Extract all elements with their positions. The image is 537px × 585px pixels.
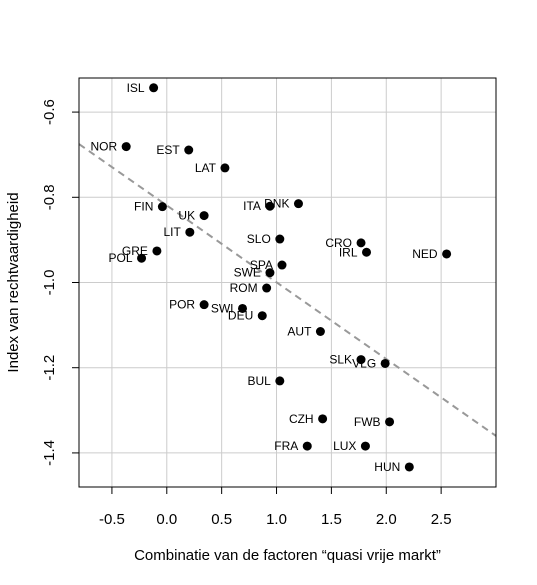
point-label-czh: CZH: [289, 412, 314, 426]
y-tick-label: -0.8: [41, 184, 58, 210]
point-label-gre: GRE: [122, 244, 148, 258]
y-axis-title: Index van rechtvaardigheid: [5, 192, 22, 372]
data-point-lux: [360, 441, 370, 451]
data-point-hun: [404, 462, 414, 472]
point-label-spa: SPA: [250, 258, 273, 272]
data-point-vlg: [380, 358, 390, 368]
x-tick-label: -0.5: [99, 511, 125, 528]
data-point-uk: [199, 211, 209, 221]
data-point-fin: [157, 202, 167, 212]
y-tick-label: -1.4: [41, 440, 58, 466]
point-label-slo: SLO: [247, 232, 271, 246]
y-tick-label: -1.2: [41, 355, 58, 381]
point-label-vlg: VLG: [352, 356, 376, 370]
point-label-fwb: FWB: [354, 415, 381, 429]
data-point-swe: [265, 268, 275, 278]
x-tick-label: 0.5: [211, 511, 232, 528]
point-label-isl: ISL: [127, 81, 145, 95]
point-label-por: POR: [169, 298, 195, 312]
data-point-pol: [137, 253, 147, 263]
x-tick-label: 0.0: [156, 511, 177, 528]
data-point-spa: [277, 260, 287, 270]
data-point-aut: [315, 326, 325, 336]
y-tick-label: -0.6: [41, 99, 58, 125]
point-label-est: EST: [156, 143, 180, 157]
point-label-slk: SLK: [329, 353, 352, 367]
point-label-rom: ROM: [230, 281, 258, 295]
data-point-dnk: [293, 199, 303, 209]
data-point-est: [184, 145, 194, 155]
x-tick-label: 1.0: [266, 511, 287, 528]
point-label-nor: NOR: [91, 140, 118, 154]
data-point-czh: [318, 414, 328, 424]
data-point-lit: [185, 227, 195, 237]
x-tick-label: 2.5: [431, 511, 452, 528]
data-point-fra: [302, 441, 312, 451]
point-label-uk: UK: [178, 209, 195, 223]
data-points: [121, 83, 452, 472]
point-label-fra: FRA: [274, 439, 298, 453]
data-point-ned: [442, 249, 452, 259]
point-label-hun: HUN: [374, 460, 400, 474]
data-point-por: [199, 300, 209, 310]
x-tick-label: 2.0: [376, 511, 397, 528]
grid-lines: [79, 78, 496, 487]
data-point-lat: [220, 163, 230, 173]
point-label-bul: BUL: [247, 374, 271, 388]
x-tick-label: 1.5: [321, 511, 342, 528]
data-point-gre: [152, 246, 162, 256]
point-label-aut: AUT: [287, 324, 312, 338]
data-point-deu: [257, 311, 267, 321]
point-label-dnk: DNK: [264, 197, 289, 211]
point-label-lit: LIT: [163, 225, 181, 239]
point-label-swe: SWE: [234, 266, 261, 280]
point-label-lux: LUX: [333, 439, 356, 453]
data-point-slo: [275, 234, 285, 244]
data-point-slk: [356, 355, 366, 365]
point-label-cro: CRO: [325, 236, 352, 250]
point-label-pol: POL: [109, 251, 133, 265]
y-tick-label: -1.0: [41, 270, 58, 296]
data-point-isl: [149, 83, 159, 93]
point-label-irl: IRL: [339, 245, 358, 259]
point-label-fin: FIN: [134, 200, 153, 214]
data-point-rom: [262, 283, 272, 293]
trendline: [78, 143, 497, 437]
data-point-irl: [362, 247, 372, 257]
point-label-lat: LAT: [195, 161, 217, 175]
data-point-cro: [356, 238, 366, 248]
point-label-swi: SWI: [211, 301, 234, 315]
data-point-nor: [121, 142, 131, 152]
data-point-bul: [275, 376, 285, 386]
data-point-swi: [238, 303, 248, 313]
trendline-layer: [78, 143, 497, 437]
point-label-ita: ITA: [243, 199, 261, 213]
x-axis-title: Combinatie van de factoren “quasi vrije …: [134, 547, 441, 564]
data-point-fwb: [385, 417, 395, 427]
axes: -0.5 0.0 0.5 1.0 1.5 2.0 2.5 -1.4 -1.2 -1.0 -0.8 -0…: [41, 99, 452, 528]
point-label-deu: DEU: [228, 309, 253, 323]
data-point-ita: [265, 201, 275, 211]
point-label-ned: NED: [412, 247, 438, 261]
